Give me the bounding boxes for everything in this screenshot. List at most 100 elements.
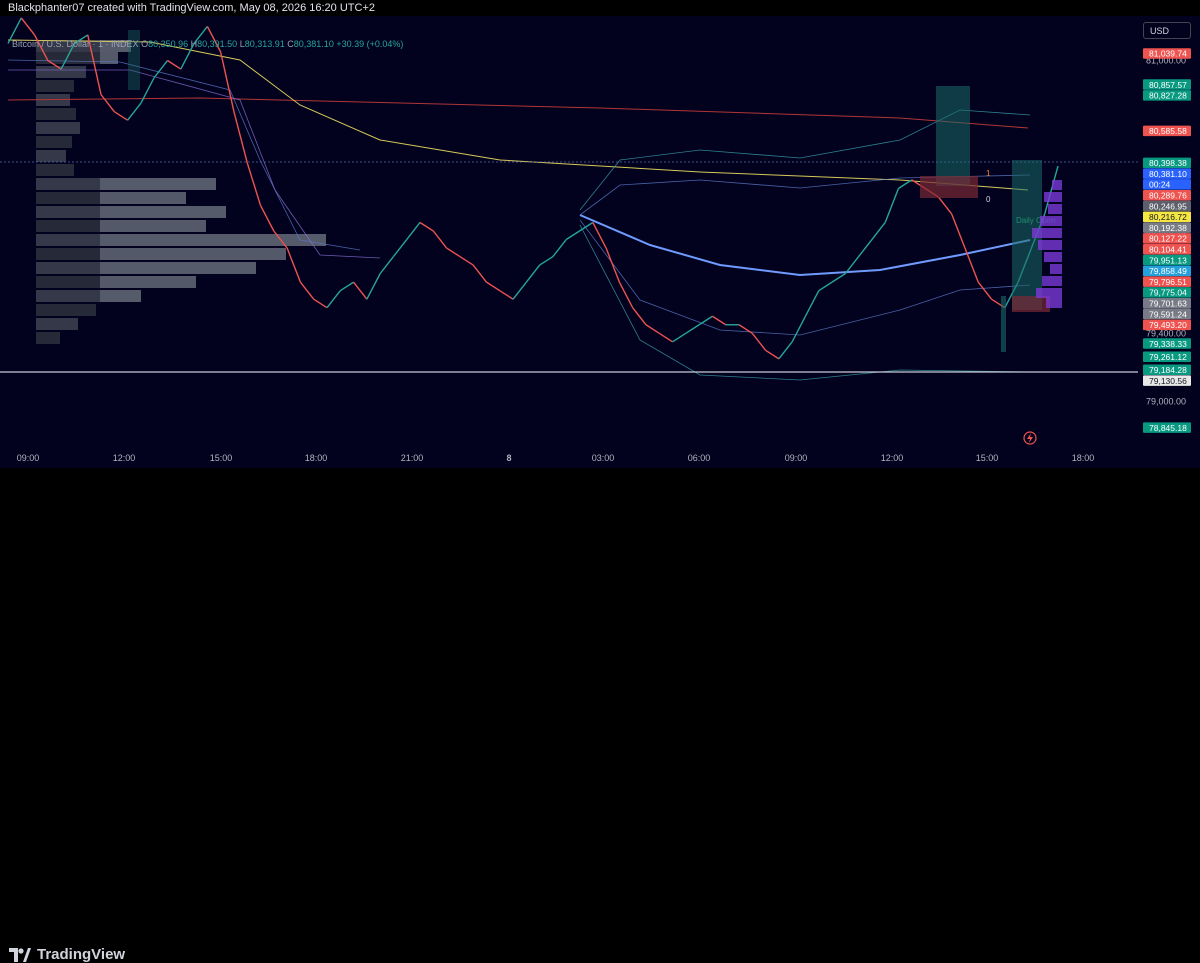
price-segment	[712, 315, 727, 326]
yellow-moving-average	[7, 39, 1029, 191]
currency-button[interactable]: USD	[1143, 22, 1191, 39]
price-tag-bg	[1143, 189, 1191, 201]
price-segment	[778, 341, 793, 360]
volume-profile-bar	[36, 164, 74, 176]
session-box-1	[936, 86, 970, 186]
right-profile-bar	[1044, 192, 1062, 202]
volume-profile-value-area	[100, 276, 196, 288]
high-value: 80,391.50	[197, 39, 238, 49]
price-segment	[552, 239, 567, 258]
price-segment	[685, 324, 700, 334]
price-segment	[592, 222, 607, 249]
brand-name: TradingView	[37, 946, 126, 963]
chart-area[interactable]: Daily Open 1 0 79,000.0079,400.0080,000.…	[0, 16, 1200, 468]
price-segment	[392, 239, 408, 258]
top-bar: Blackphanter07 created with TradingView.…	[0, 0, 1200, 16]
alert-bolt-icon[interactable]	[1023, 431, 1037, 445]
red-moving-average	[7, 97, 1029, 129]
price-tag-label: 79,130.56	[1149, 376, 1187, 386]
price-segment	[512, 281, 527, 300]
price-tag-bg	[1143, 125, 1191, 137]
price-tick-label: 79,400.00	[1146, 328, 1186, 338]
close-value: 80,381.10	[293, 39, 334, 49]
price-segment	[964, 247, 979, 283]
time-tick-label: 18:00	[305, 453, 328, 463]
price-segment	[618, 281, 634, 309]
volume-profile-bar	[36, 136, 72, 148]
price-tag-label: 79,951.13	[1149, 255, 1187, 265]
price-tag-bg	[1143, 338, 1191, 349]
price-segment	[406, 222, 421, 240]
vwap-line	[579, 214, 1031, 277]
volume-profile-value-area	[100, 206, 226, 218]
price-tag-label: 80,216.72	[1149, 212, 1187, 222]
price-tag-label: 80,398.38	[1149, 158, 1187, 168]
price-segment	[47, 59, 62, 70]
time-tick-label: 15:00	[210, 453, 233, 463]
price-segment	[844, 256, 860, 275]
time-tick-label: 09:00	[17, 453, 40, 463]
price-tag-label: 00:24	[1149, 180, 1171, 190]
price-segment	[87, 34, 102, 95]
price-tag-bg	[1143, 422, 1191, 433]
price-segment	[765, 349, 780, 360]
price-axis[interactable]: 79,000.0079,400.0080,000.0081,000.0081,0…	[1143, 48, 1191, 433]
price-tag-bg	[1143, 319, 1191, 331]
price-tag-bg	[1143, 308, 1191, 320]
price-tag-bg	[1143, 351, 1191, 362]
slow-ema	[8, 69, 381, 259]
price-tag-bg	[1143, 375, 1191, 386]
volume-profile	[36, 40, 326, 344]
volume-profile-bar	[36, 122, 80, 134]
price-tick-label: 79,000.00	[1146, 396, 1186, 406]
price-tag-label: 79,796.51	[1149, 277, 1187, 287]
price-tag-bg	[1143, 211, 1191, 223]
right-profile-bar	[1036, 288, 1062, 298]
left-session-box	[128, 30, 140, 90]
right-profile-bar	[1052, 180, 1062, 190]
price-tag-bg	[1143, 243, 1191, 255]
price-segment	[379, 256, 394, 275]
price-segment	[499, 290, 514, 300]
price-segment	[579, 221, 594, 232]
price-tag-label: 78,845.18	[1149, 423, 1187, 433]
price-segment	[20, 17, 36, 36]
session-box-2	[920, 176, 978, 198]
price-segment	[977, 281, 993, 300]
volume-profile-bar	[36, 332, 60, 344]
right-profile-bar	[1044, 252, 1062, 262]
price-segment	[751, 332, 767, 351]
lower-band-inner	[579, 219, 1031, 336]
high-label: H	[190, 39, 198, 49]
time-axis[interactable]: 09:00 12:00 15:00 18:00 21:00 8 03:00 06:00 09:0…	[17, 453, 1095, 463]
price-segment	[246, 162, 262, 206]
price-segment	[446, 247, 461, 258]
tradingview-logo[interactable]: TradingView	[9, 946, 125, 963]
open-value: 80,350.96	[148, 39, 189, 49]
open-label: O	[141, 39, 149, 49]
price-segment	[698, 315, 713, 326]
footer: TradingView	[0, 468, 1200, 963]
price-segment	[898, 179, 913, 189]
price-segment	[299, 281, 315, 300]
price-segment	[339, 281, 354, 292]
price-segment	[539, 255, 554, 266]
price-segment	[791, 315, 807, 343]
price-segment	[167, 59, 182, 70]
price-segment	[486, 281, 501, 292]
volume-profile-value-area	[100, 248, 286, 260]
volume-profile-value-area	[100, 262, 256, 274]
price-segment	[153, 60, 169, 79]
volume-profile-bar	[36, 304, 96, 316]
price-tag-bg	[1143, 168, 1191, 179]
price-chart[interactable]: Daily Open 1 0 79,000.0079,400.0080,000.…	[0, 16, 1200, 468]
price-tag-label: 80,127.22	[1149, 234, 1187, 244]
price-segment	[459, 255, 474, 266]
volume-profile-bar	[36, 150, 66, 162]
time-tick-label: 21:00	[401, 453, 424, 463]
price-tag-bg	[1143, 364, 1191, 376]
symbol-name: Bitcoin / U.S. Dollar · 1 · INDEX	[12, 39, 139, 49]
price-segment	[366, 273, 381, 300]
price-segment	[937, 196, 953, 215]
time-tick-label: 18:00	[1072, 453, 1095, 463]
